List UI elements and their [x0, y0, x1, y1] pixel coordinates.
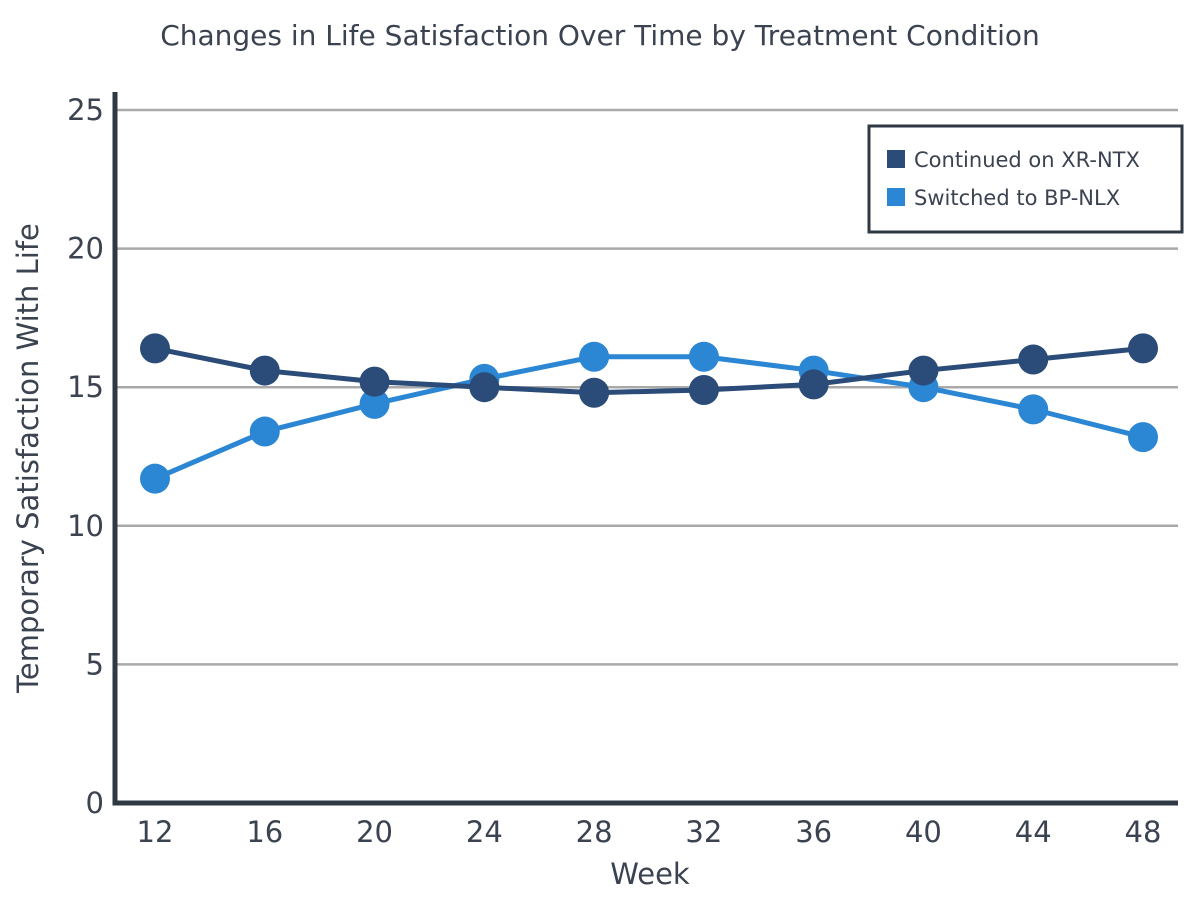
series-0-point-16: [249, 355, 280, 386]
series-0-point-28: [579, 377, 610, 408]
y-tick-label-15: 15: [67, 370, 104, 404]
x-tick-label-12: 12: [137, 815, 174, 849]
series-0-point-36: [798, 369, 829, 400]
x-tick-label-44: 44: [1015, 815, 1052, 849]
series-1-point-12: [140, 463, 170, 494]
x-tick-labels: 12 16 20 24 28 32 36 40 44 48: [137, 815, 1162, 849]
y-axis-label: Temporary Satisfaction With Life: [11, 223, 45, 694]
x-axis-label: Week: [610, 857, 690, 891]
y-tick-labels: 0 5 10 15 20 25: [67, 93, 104, 820]
y-tick-label-0: 0: [86, 786, 104, 820]
legend-swatch-0: [887, 150, 905, 168]
axes: [112, 92, 1178, 806]
series-1-point-32: [688, 341, 719, 372]
legend-label-0: Continued on XR-NTX: [914, 148, 1140, 172]
series-layer: [140, 333, 1158, 494]
series-0-point-24: [469, 372, 500, 403]
y-tick-label-25: 25: [67, 93, 104, 127]
legend-label-1: Switched to BP-NLX: [914, 186, 1120, 210]
series-0-point-40: [908, 355, 939, 386]
grid-lines: [115, 108, 1178, 666]
legend-swatch-1: [887, 188, 905, 206]
legend-box: [867, 124, 1184, 234]
legend: Continued on XR-NTX Switched to BP-NLX: [867, 124, 1184, 234]
series-0-point-20: [359, 366, 390, 397]
series-0-point-32: [688, 374, 719, 405]
x-tick-label-16: 16: [246, 815, 283, 849]
y-tick-label-20: 20: [67, 232, 104, 266]
x-tick-label-32: 32: [685, 815, 722, 849]
chart-title: Changes in Life Satisfaction Over Time b…: [160, 19, 1040, 52]
series-1-point-16: [249, 416, 280, 447]
series-1-point-44: [1018, 394, 1049, 425]
series-line-0: [154, 345, 1144, 396]
series-0-point-44: [1018, 344, 1049, 375]
series-0-point-48: [1128, 333, 1158, 364]
series-1-point-20: [359, 388, 390, 419]
x-tick-label-20: 20: [356, 815, 393, 849]
x-tick-label-48: 48: [1125, 815, 1162, 849]
x-tick-label-28: 28: [576, 815, 613, 849]
series-1-point-48: [1128, 422, 1158, 453]
series-1-point-28: [579, 341, 610, 372]
x-tick-label-40: 40: [905, 815, 942, 849]
series-0-point-12: [140, 333, 170, 364]
series-line-1: [154, 354, 1144, 481]
y-tick-label-10: 10: [67, 509, 104, 543]
y-tick-label-5: 5: [86, 647, 104, 681]
x-tick-label-24: 24: [466, 815, 503, 849]
x-tick-label-36: 36: [795, 815, 832, 849]
